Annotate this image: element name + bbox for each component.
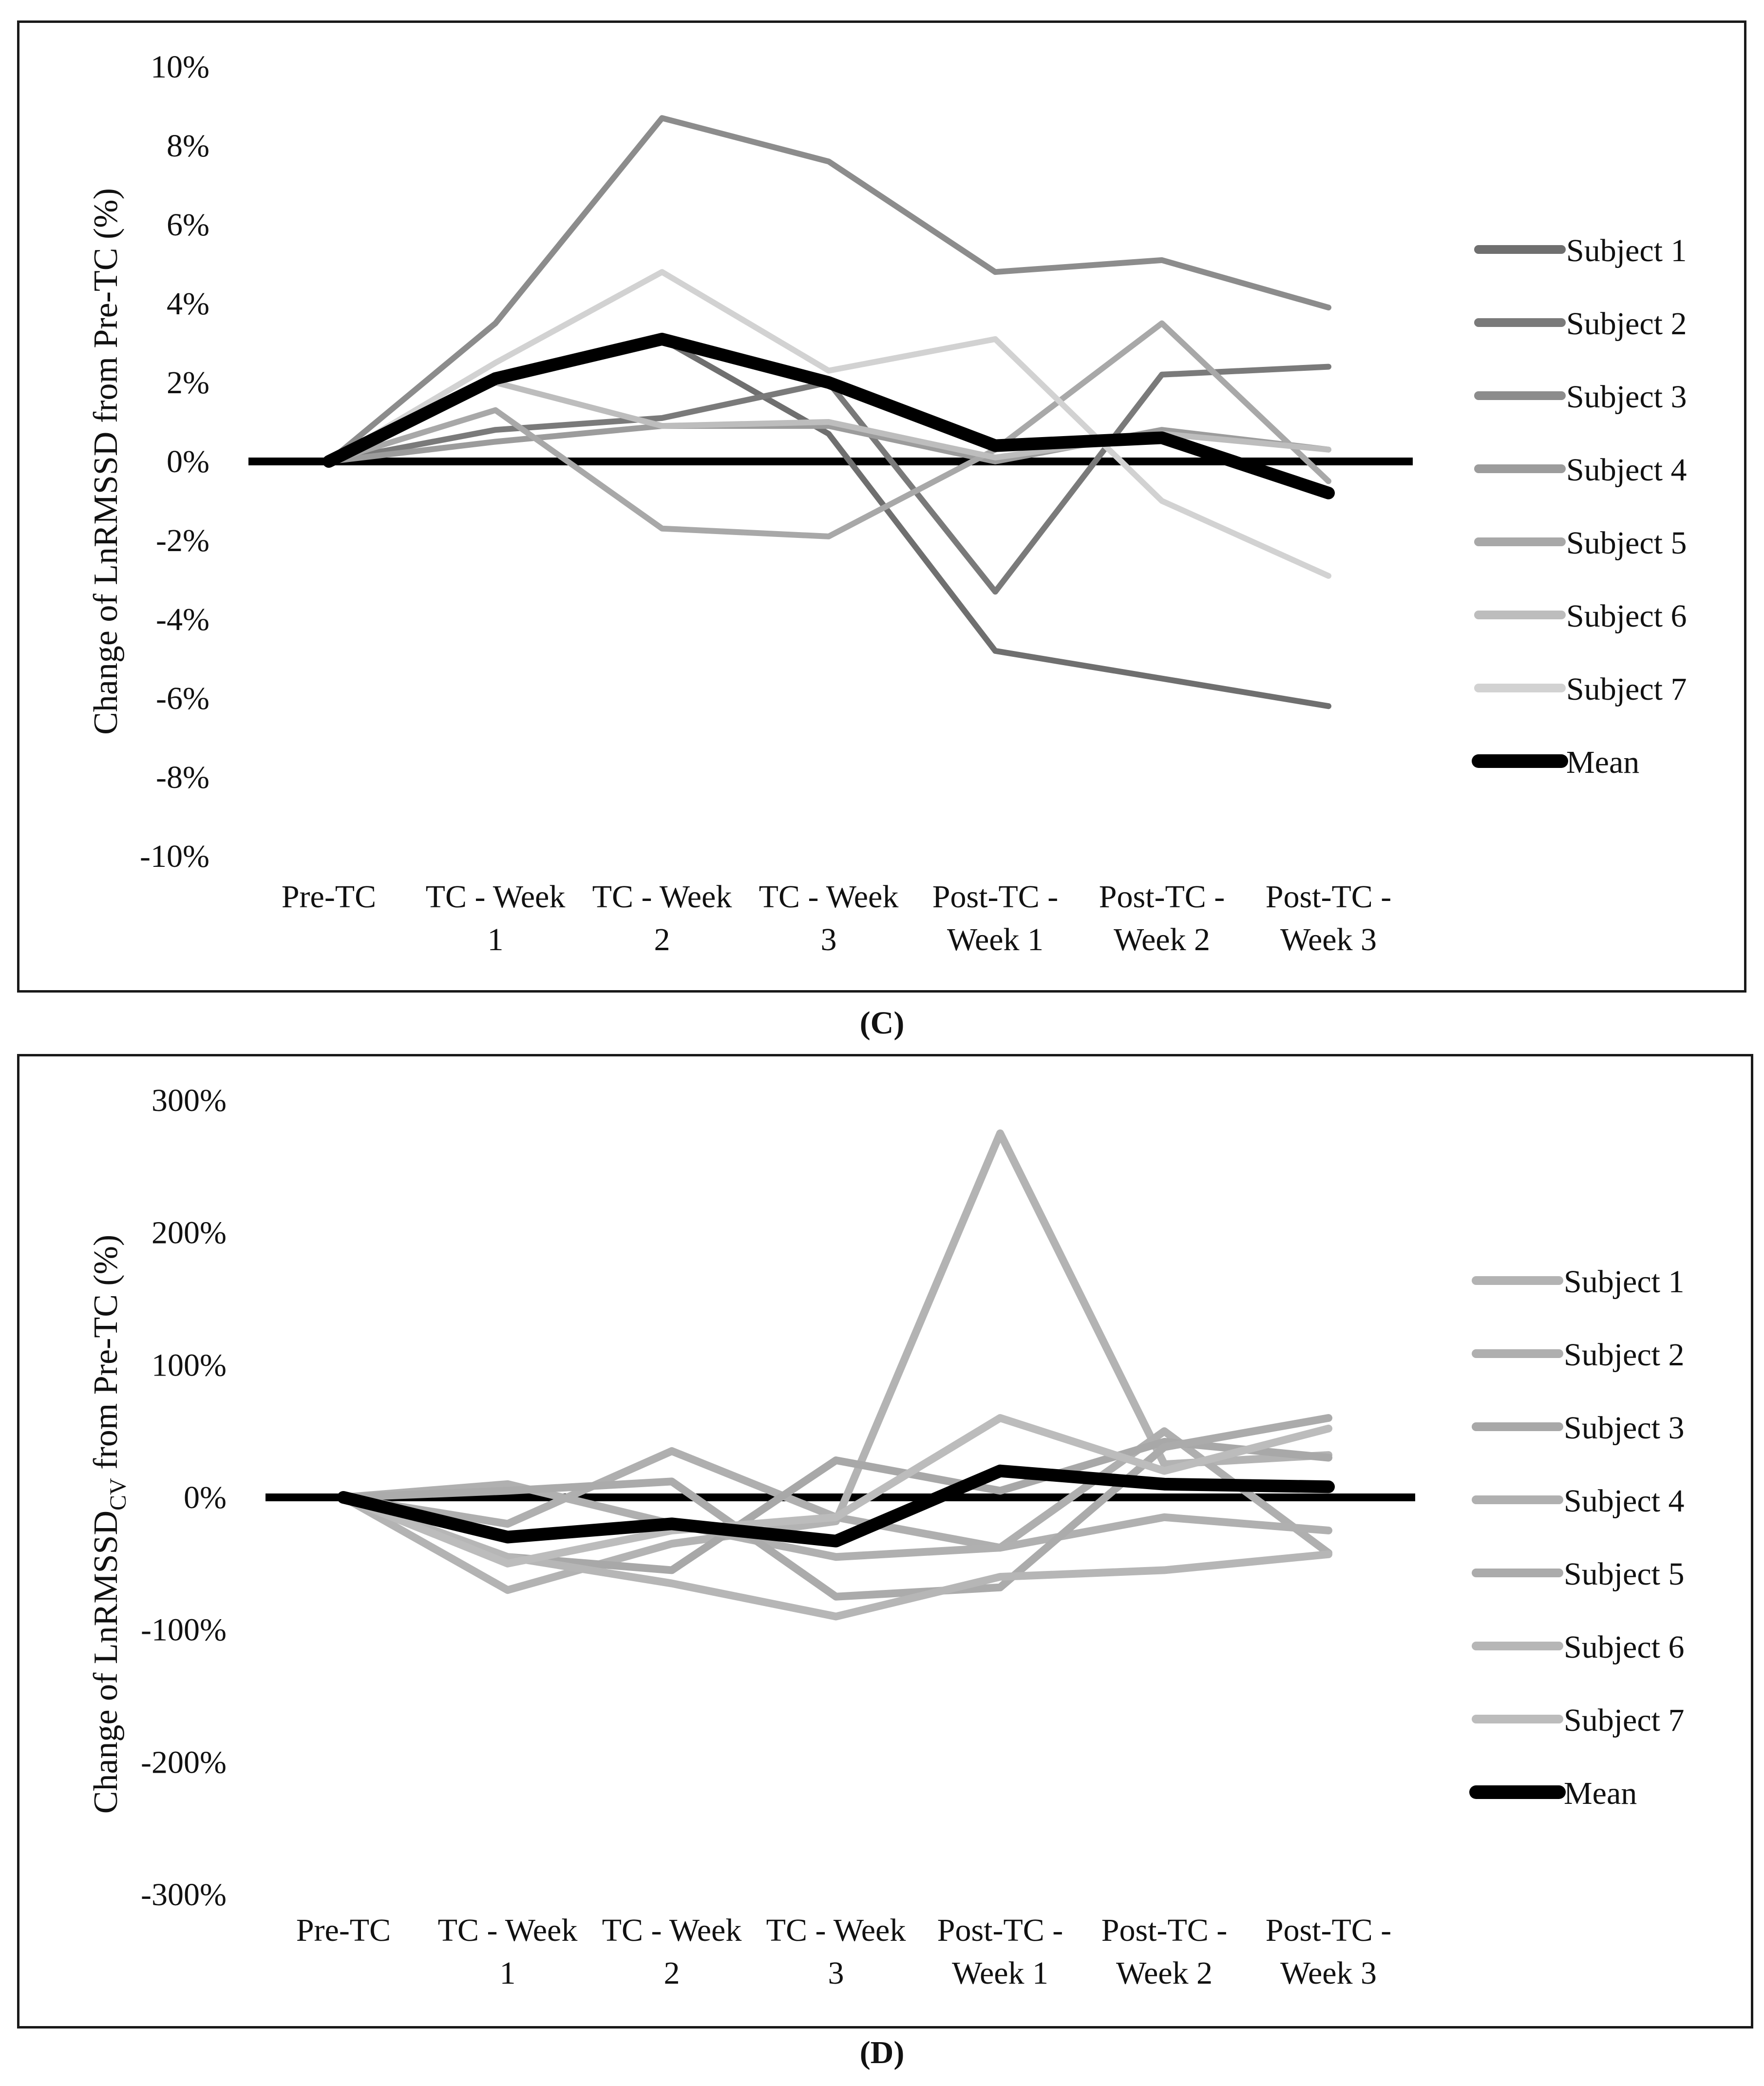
chart-d-series-line-subject-4 <box>340 1480 1332 1561</box>
chart-c-legend-label: Subject 4 <box>1566 452 1687 488</box>
chart-d-series-line-subject-1 <box>340 1129 1332 1594</box>
chart-d-series-line-subject-6 <box>340 1493 1332 1621</box>
chart-d-legend-label: Subject 1 <box>1564 1264 1684 1300</box>
chart-c-ytick-label: -2% <box>156 523 209 558</box>
chart-c-svg: 10% 8% 6% 4% 2% 0% -2% -4% -6% -8% -10% Change of L… <box>87 49 1687 957</box>
chart-d-ylabel: Change of LnRMSSDCV from Pre-TC (%) <box>87 1235 131 1814</box>
chart-d-legend-label: Subject 2 <box>1564 1337 1684 1373</box>
chart-c-category-label: Week 3 <box>1280 922 1377 957</box>
chart-d-ytick-label: 0% <box>184 1480 227 1515</box>
chart-c-series-line-subject-4 <box>326 423 1331 464</box>
chart-c-legend-label: Subject 3 <box>1566 379 1687 415</box>
chart-d-series-line-subject-5 <box>340 1414 1332 1601</box>
caption-c: (C) <box>859 1005 905 1041</box>
chart-c-category-label: 1 <box>488 922 504 957</box>
chart-d-category-label: Week 3 <box>1280 1955 1377 1991</box>
chart-c-category-label: 3 <box>821 922 837 957</box>
chart-d-category-label: 1 <box>500 1955 516 1991</box>
chart-d-series-line-subject-7 <box>340 1414 1332 1568</box>
caption-d: (D) <box>859 2035 905 2070</box>
chart-c-category-label: Week 2 <box>1114 922 1210 957</box>
chart-d-category-label: Post-TC - <box>1101 1913 1228 1948</box>
chart-d-ytick-label: -300% <box>141 1877 227 1913</box>
chart-c-ytick-label: 4% <box>167 286 209 322</box>
chart-d-ytick-label: -100% <box>141 1612 227 1648</box>
chart-c-category-label: 2 <box>654 922 670 957</box>
chart-c-category-label: Week 1 <box>947 922 1043 957</box>
chart-d-category-label: 2 <box>664 1955 680 1991</box>
chart-c-series-line-subject-3 <box>326 115 1331 464</box>
chart-c-series-line-mean <box>322 332 1335 499</box>
chart-d-category-label: Post-TC - <box>937 1913 1063 1948</box>
chart-d-category-label: TC - Week <box>602 1913 742 1948</box>
chart-c-ylabel: Change of LnRMSSD from Pre-TC (%) <box>87 188 125 735</box>
chart-c-category-label: TC - Week <box>592 879 732 915</box>
chart-c-category-label: Post-TC - <box>932 879 1059 915</box>
chart-d-legend-label: Subject 5 <box>1564 1556 1684 1592</box>
chart-c-ytick-label: 8% <box>167 128 209 164</box>
chart-d-category-label: Week 1 <box>952 1955 1048 1991</box>
chart-d-category-label: Pre-TC <box>296 1913 391 1948</box>
chart-d-category-label: Post-TC - <box>1266 1913 1392 1948</box>
chart-c-category-label: TC - Week <box>426 879 566 915</box>
chart-d-ylabel-main: Change of LnRMSSD <box>87 1511 125 1814</box>
chart-c-ytick-label: -6% <box>156 681 209 716</box>
chart-c-ytick-label: -10% <box>140 839 209 874</box>
chart-d-category-label: Week 2 <box>1116 1955 1213 1991</box>
chart-c-ylabel-tail: from Pre-TC (%) <box>87 188 125 432</box>
chart-c-legend-label: Subject 6 <box>1566 598 1687 634</box>
chart-c-series-line-subject-2 <box>326 364 1331 595</box>
chart-c-series-line-subject-5 <box>326 320 1331 539</box>
chart-d-legend-label: Subject 3 <box>1564 1410 1684 1446</box>
chart-c-series-line-subject-1 <box>326 336 1331 709</box>
chart-panel-d: 300% 200% 100% 0% -100% -200% -300% Change of L… <box>17 1054 1753 2029</box>
chart-d-ytick-label: 100% <box>152 1347 227 1383</box>
chart-c-ylabel-main: Change of LnRMSSD <box>87 432 125 735</box>
chart-d-legend-label: Mean <box>1564 1776 1637 1811</box>
chart-c-series-line-subject-7 <box>326 269 1331 579</box>
chart-c-category-label: Pre-TC <box>282 879 376 915</box>
chart-d-legend-label: Subject 7 <box>1564 1703 1684 1738</box>
chart-d-ytick-label: 300% <box>152 1083 227 1118</box>
chart-d-legend-label: Subject 6 <box>1564 1629 1684 1665</box>
chart-c-legend-label: Subject 2 <box>1566 306 1687 342</box>
chart-d-svg: 300% 200% 100% 0% -100% -200% -300% Change of L… <box>87 1083 1684 1991</box>
chart-d-legend-label: Subject 4 <box>1564 1483 1684 1519</box>
chart-d-ytick-label: -200% <box>141 1744 227 1780</box>
chart-d-category-label: TC - Week <box>438 1913 578 1948</box>
chart-c-ytick-label: 2% <box>167 365 209 401</box>
chart-c-ytick-label: -8% <box>156 760 209 795</box>
chart-d-ylabel-sub: CV <box>105 1478 131 1511</box>
chart-c-ytick-label: -4% <box>156 602 209 637</box>
chart-c-legend-label: Subject 1 <box>1566 233 1687 268</box>
chart-d-category-label: 3 <box>828 1955 844 1991</box>
chart-c-legend-label: Mean <box>1566 745 1639 780</box>
chart-c-ytick-label: 6% <box>167 207 209 243</box>
chart-c-legend-label: Subject 7 <box>1566 671 1687 707</box>
chart-panel-c: 10% 8% 6% 4% 2% 0% -2% -4% -6% -8% -10% Change of L… <box>17 20 1746 993</box>
chart-c-category-label: TC - Week <box>759 879 899 915</box>
chart-d-ytick-label: 200% <box>152 1215 227 1251</box>
chart-d-ylabel-tail: from Pre-TC (%) <box>87 1235 125 1478</box>
chart-c-ytick-label: 10% <box>151 49 209 85</box>
chart-d-category-label: TC - Week <box>766 1913 906 1948</box>
chart-c-legend-label: Subject 5 <box>1566 525 1687 561</box>
chart-c-ytick-label: 0% <box>167 444 209 479</box>
chart-c-category-label: Post-TC - <box>1099 879 1225 915</box>
chart-c-category-label: Post-TC - <box>1266 879 1392 915</box>
chart-d-series-line-mean <box>337 1464 1335 1548</box>
